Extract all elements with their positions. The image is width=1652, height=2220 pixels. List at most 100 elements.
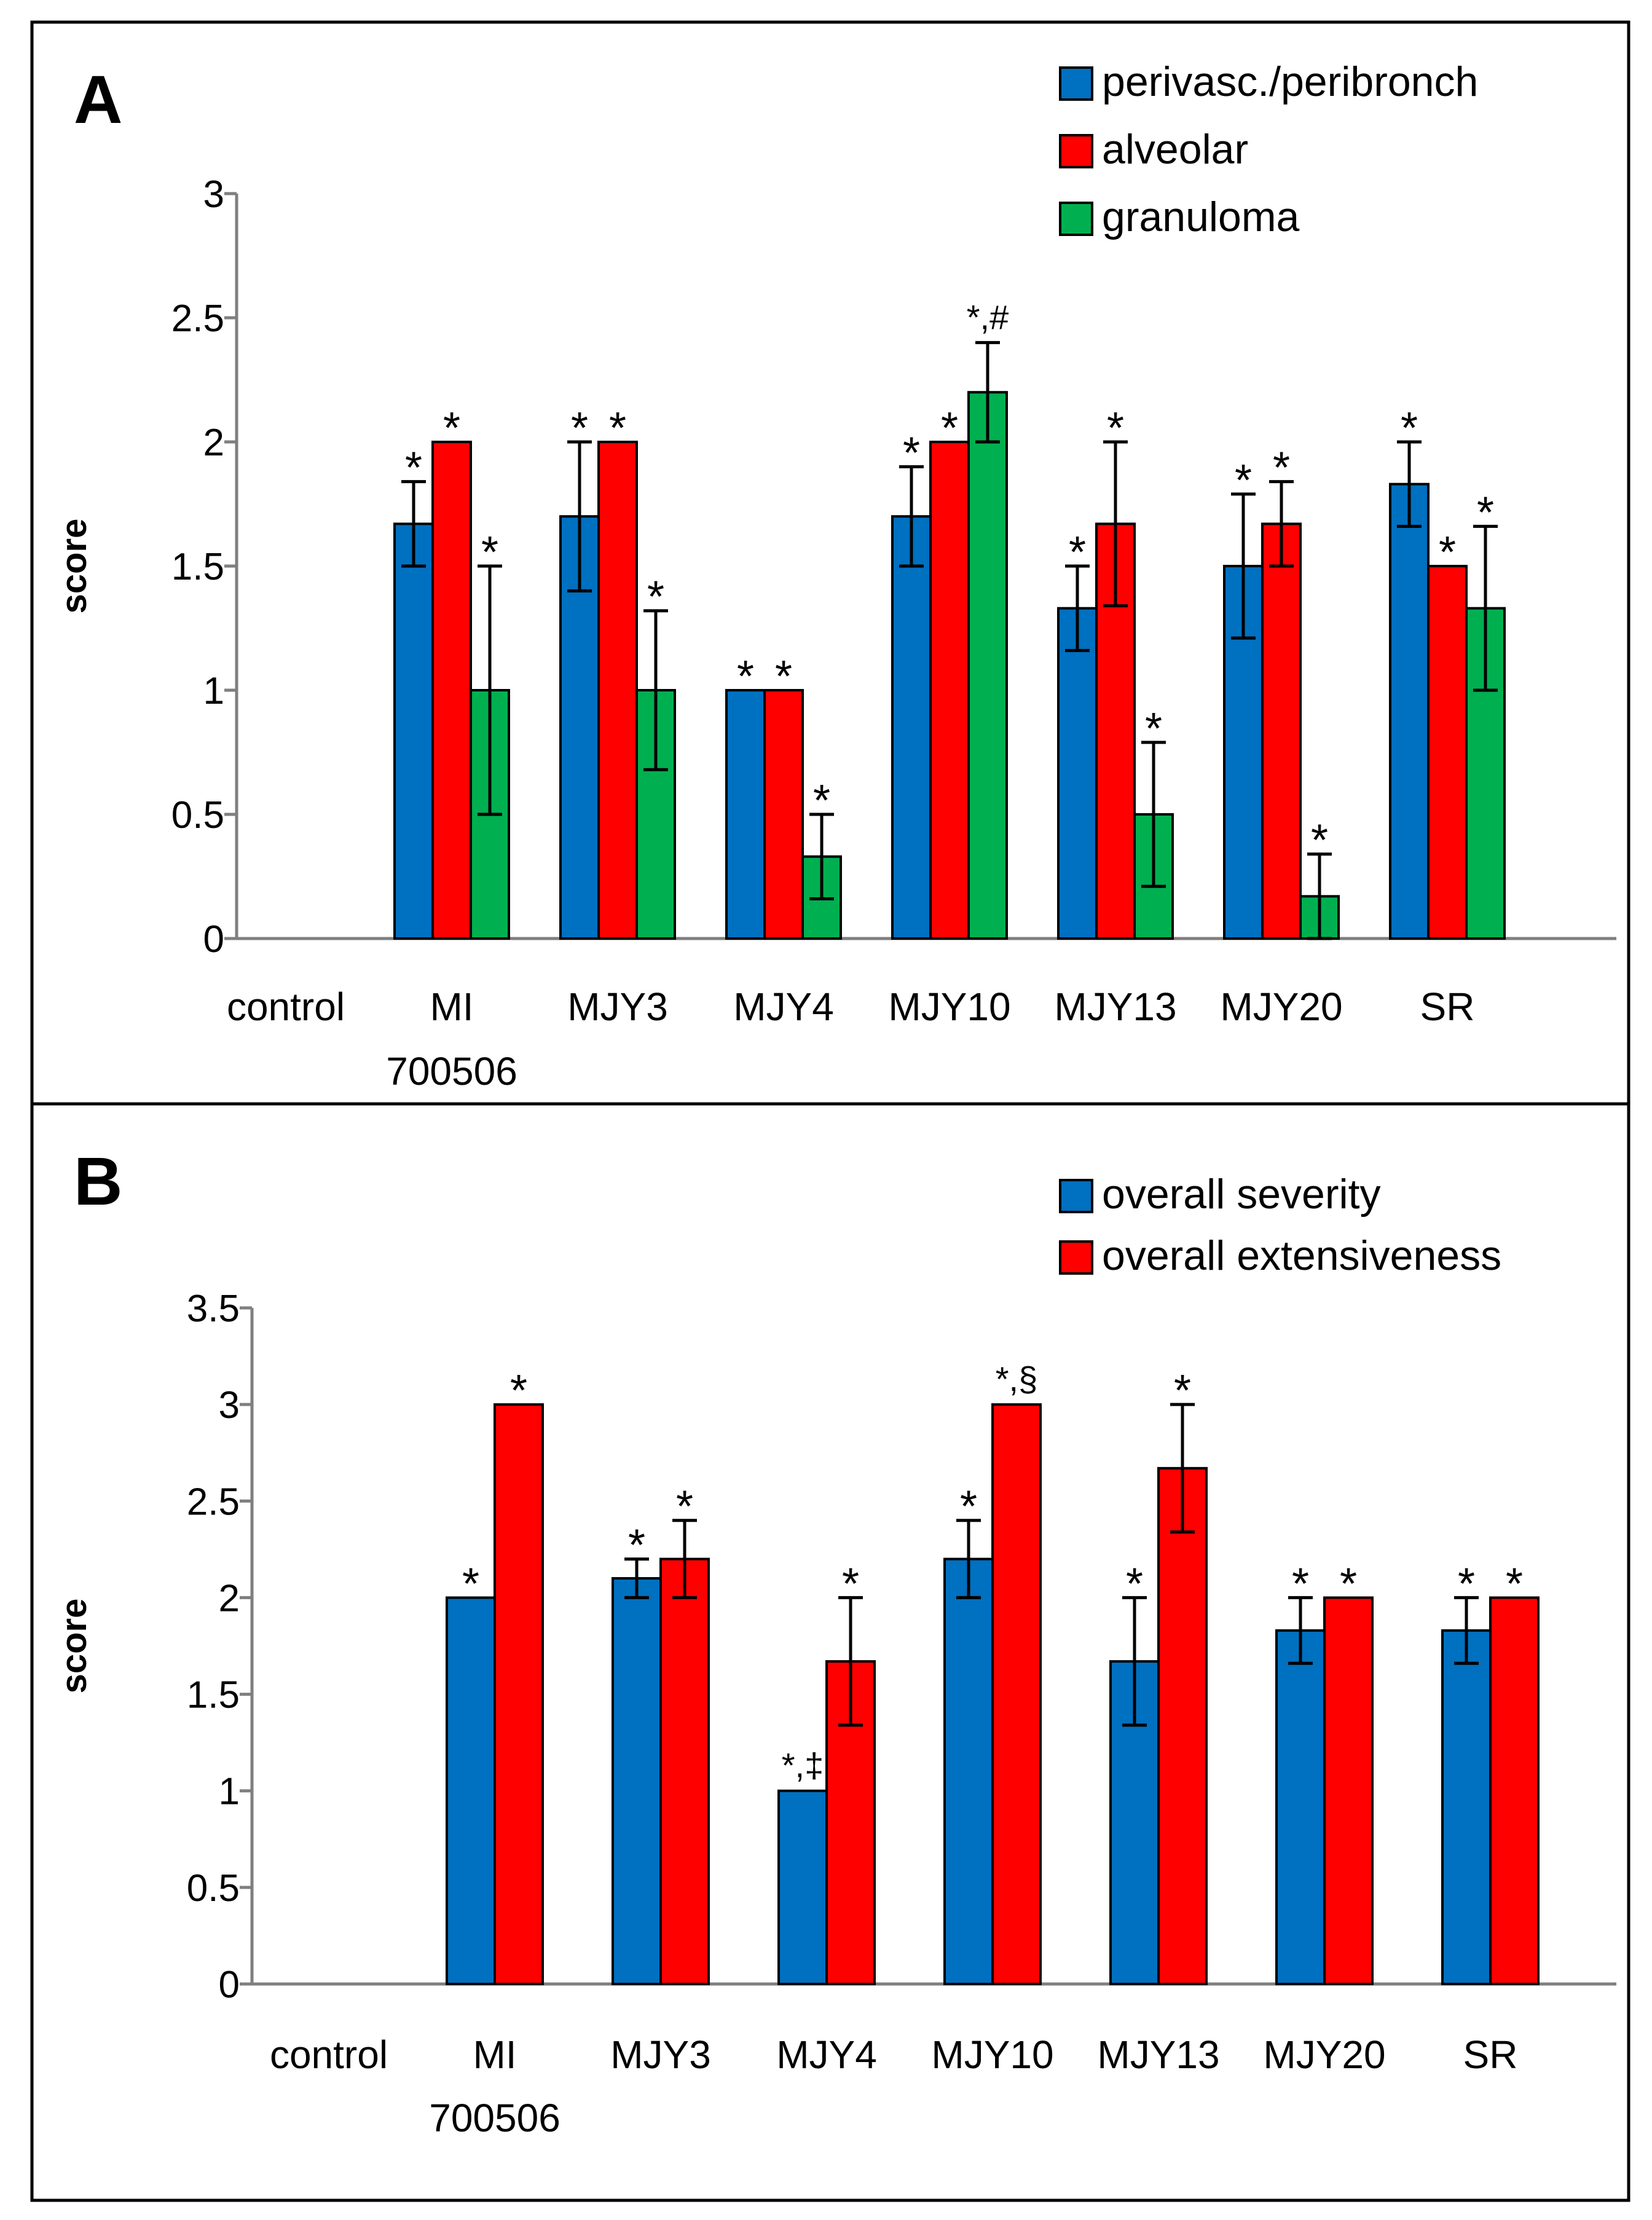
bar — [929, 441, 970, 940]
y-tick-label: 2.5 — [187, 1481, 240, 1523]
significance-marker: * — [405, 444, 422, 493]
significance-marker: * — [1477, 488, 1494, 537]
x-tick-label: MJY3 — [567, 985, 668, 1029]
x-tick-label: MJY20 — [1220, 985, 1342, 1029]
bar — [777, 1789, 828, 1986]
significance-marker: * — [813, 776, 830, 825]
significance-marker: * — [1069, 528, 1086, 577]
panel-b: B 0 0.5 1 1.5 2 2.5 3 3.5 score control MI 700506 MJY… — [54, 1144, 1616, 2140]
significance-marker: * — [510, 1366, 527, 1415]
bar — [1157, 1466, 1208, 1986]
x-tick-label: MJY3 — [610, 2033, 711, 2077]
bar — [1441, 1629, 1492, 1986]
significance-marker: * — [842, 1559, 859, 1608]
significance-marker: * — [647, 573, 664, 622]
y-axis-label: score — [54, 519, 94, 614]
x-tick-label: MJY4 — [776, 2033, 877, 2077]
significance-marker: * — [1107, 404, 1124, 453]
legend-swatch — [1059, 66, 1093, 101]
significance-marker: * — [1458, 1559, 1475, 1608]
x-tick-label: MJY20 — [1263, 2033, 1385, 2077]
bar — [612, 1577, 662, 1985]
y-tick-label: 0 — [219, 1964, 240, 2006]
bar — [991, 1403, 1042, 1985]
x-tick-label: MJY10 — [931, 2033, 1053, 2077]
y-tick-label: 1.5 — [171, 546, 224, 588]
x-tick-label: MJY10 — [888, 985, 1010, 1029]
y-tick-label: 0.5 — [187, 1867, 240, 1910]
y-axis-label: score — [54, 1599, 94, 1694]
legend-swatch — [1059, 1179, 1093, 1213]
x-tick-label: MI 700506 — [386, 985, 517, 1093]
panel-label: A — [74, 62, 122, 138]
significance-marker: * — [775, 652, 792, 701]
significance-marker: * — [1235, 456, 1252, 505]
bar — [763, 689, 804, 940]
bar — [597, 441, 638, 940]
bar — [1323, 1596, 1374, 1985]
x-tick-label: control — [270, 2033, 388, 2077]
significance-marker: * — [481, 528, 498, 577]
bar — [725, 689, 766, 940]
legend-swatch — [1059, 134, 1093, 168]
y-tick-label: 2 — [219, 1577, 240, 1620]
significance-marker: * — [1340, 1559, 1357, 1608]
significance-marker: * — [960, 1482, 977, 1532]
y-tick-label: 3 — [219, 1384, 240, 1427]
y-tick-label: 1 — [203, 670, 224, 712]
significance-marker: * — [628, 1521, 645, 1570]
significance-marker: *,‡ — [782, 1746, 824, 1785]
significance-marker: *,# — [967, 297, 1009, 336]
bar — [1427, 565, 1468, 940]
significance-marker: * — [462, 1559, 479, 1608]
legend-label: overall severity — [1102, 1171, 1381, 1218]
y-tick-label: 1.5 — [187, 1674, 240, 1717]
significance-marker: * — [1174, 1366, 1191, 1415]
significance-marker: * — [903, 428, 920, 478]
bar — [431, 441, 472, 940]
significance-marker: * — [1145, 704, 1162, 754]
x-tick-label: SR — [1463, 2033, 1518, 2077]
significance-marker: * — [1401, 404, 1418, 453]
y-tick-label: 1 — [219, 1771, 240, 1813]
significance-marker: * — [1292, 1559, 1309, 1608]
significance-marker: *,§ — [996, 1360, 1038, 1398]
x-tick-label: control — [227, 985, 345, 1029]
significance-marker: * — [1439, 528, 1456, 577]
bar — [393, 522, 434, 940]
legend-label: overall extensiveness — [1102, 1232, 1501, 1279]
bar — [1389, 482, 1430, 940]
bar — [1489, 1596, 1540, 1985]
legend-swatch — [1059, 1240, 1093, 1275]
significance-marker: * — [1273, 444, 1290, 493]
bar — [1057, 607, 1098, 940]
y-tick-label: 3.5 — [187, 1288, 240, 1330]
bar — [943, 1557, 994, 1986]
legend-label: granuloma — [1102, 194, 1299, 240]
bar — [494, 1403, 544, 1985]
bar — [967, 391, 1008, 940]
legend-label: alveolar — [1102, 126, 1248, 173]
x-tick-label: MJY13 — [1097, 2033, 1219, 2077]
significance-marker: * — [571, 404, 588, 453]
legend-label: perivasc./peribronch — [1102, 58, 1478, 105]
x-tick-label: SR — [1420, 985, 1475, 1029]
y-tick-label: 2 — [203, 422, 224, 464]
bar — [891, 515, 932, 940]
significance-marker: * — [737, 652, 754, 701]
significance-marker: * — [1311, 816, 1328, 865]
significance-marker: * — [609, 404, 626, 453]
y-tick-label: 0 — [203, 918, 224, 961]
panel-a: A 0 0.5 1 1.5 2 2.5 3 score control MI 700506 MJY3 MJ… — [54, 58, 1616, 1093]
x-tick-label: MJY13 — [1054, 985, 1176, 1029]
bar — [1261, 522, 1302, 940]
x-tick-label: MJY4 — [733, 985, 834, 1029]
x-tick-label: MI 700506 — [429, 2033, 560, 2140]
y-tick-label: 2.5 — [171, 297, 224, 340]
panel-label: B — [74, 1144, 122, 1219]
legend-swatch — [1059, 202, 1093, 236]
y-tick-label: 0.5 — [171, 794, 224, 836]
bar — [659, 1557, 710, 1986]
bar — [1275, 1629, 1326, 1986]
